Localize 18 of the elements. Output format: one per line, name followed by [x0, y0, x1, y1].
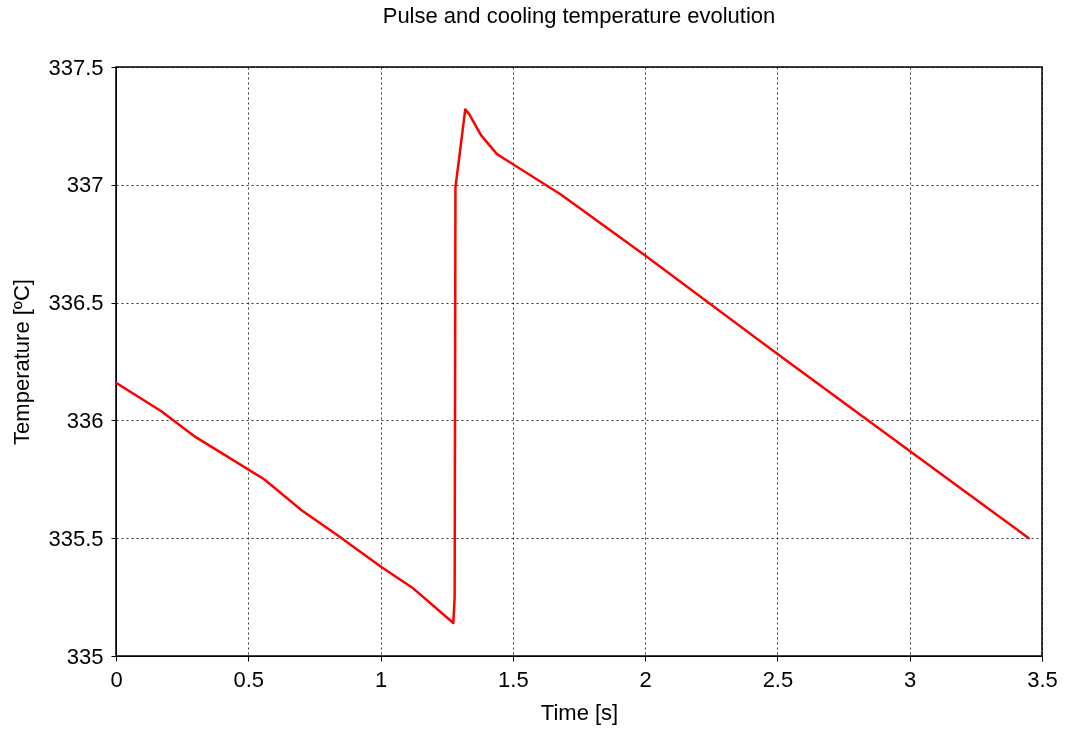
x-tick-label: 3.5	[1027, 666, 1058, 692]
x-tick-label: 0	[110, 666, 123, 692]
x-tick-label: 3	[904, 666, 917, 692]
y-tick-label: 337.5	[48, 54, 104, 80]
y-tick-label: 335.5	[48, 525, 104, 551]
chart-title: Pulse and cooling temperature evolution	[382, 3, 776, 28]
x-axis-title: Time [s]	[540, 699, 619, 725]
y-tick-label: 336	[66, 407, 104, 433]
y-axis-title: Temperature [ºC]	[9, 279, 35, 445]
x-tick-label: 0.5	[233, 666, 265, 692]
x-tick-label: 2	[639, 666, 652, 692]
x-tick-label: 1.5	[498, 666, 529, 692]
x-tick-label: 2.5	[762, 666, 794, 692]
y-tick-label: 337	[66, 172, 104, 198]
y-tick-label: 336.5	[48, 290, 104, 316]
x-tick-label: 1	[374, 666, 388, 692]
y-tick-label: 335	[66, 643, 104, 669]
line-series	[116, 108, 1031, 625]
